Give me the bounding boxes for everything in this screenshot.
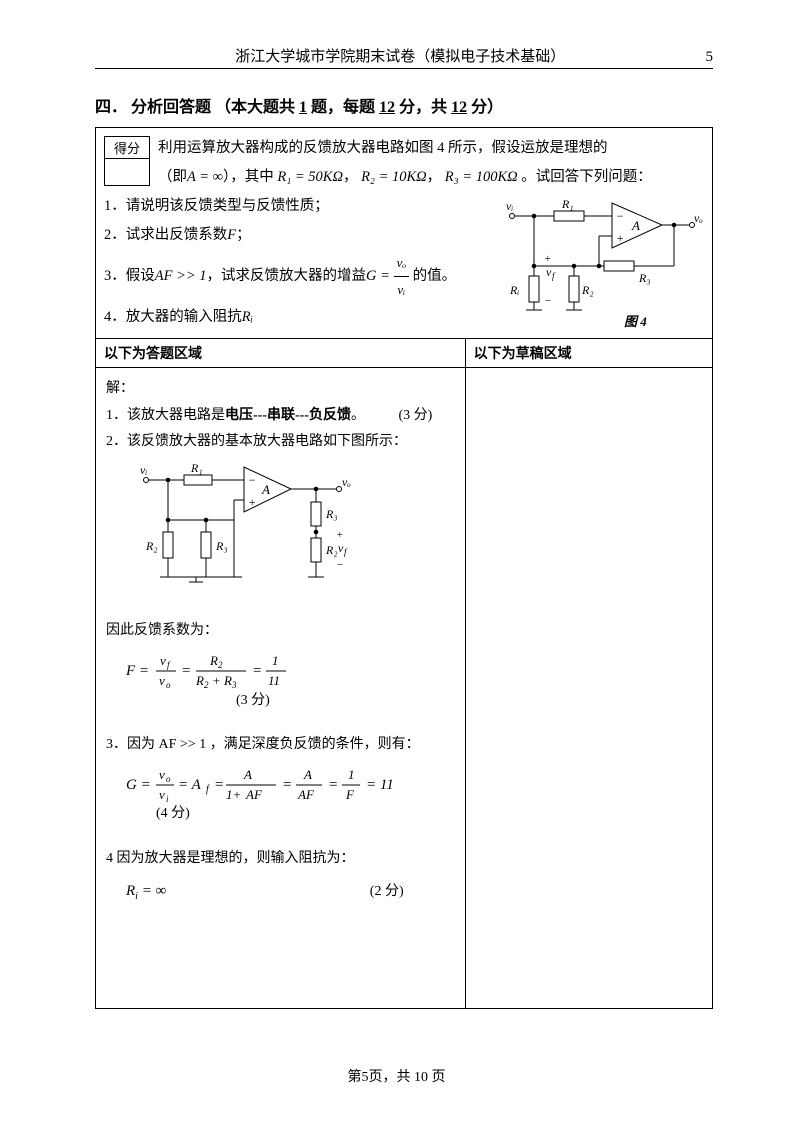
feedback-label: 因此反馈系数为： [106,618,455,645]
score-box: 得分 [104,136,150,186]
figure-4-circuit: vᵢ R₁ − + A vₒ R₃ R₂ Rᵢ + vf − 图 4 [504,198,704,333]
svg-text:R₂: R₂ [145,539,158,553]
svg-text:1: 1 [272,653,279,668]
problem-statement: 得分 利用运算放大器构成的反馈放大器电路如图 4 所示，假设运放是理想的 （即A… [96,128,712,339]
svg-text:A: A [261,482,270,497]
svg-text:v: v [159,673,165,688]
svg-text:R: R [223,673,232,688]
svg-text:2: 2 [204,680,209,690]
page-number-top: 5 [705,49,713,66]
svg-text:R: R [209,653,218,668]
page-header: 浙江大学城市学院期末试卷（模拟电子技术基础） 5 [95,45,713,69]
svg-text:=: = [214,777,224,793]
svg-text:f: f [344,547,348,557]
svg-text:−: − [248,473,256,487]
svg-text:R₃: R₃ [215,539,228,553]
svg-text:1: 1 [348,767,355,782]
svg-text:R₂: R₂ [325,543,338,557]
svg-text:vᵢ: vᵢ [140,463,147,477]
solution-4: 4 因为放大器是理想的，则输入阻抗为： [106,846,455,873]
svg-text:2: 2 [218,660,223,670]
svg-text:F: F [345,787,355,802]
solution-area: 解： 1．该放大器电路是电压---串联---负反馈。 (3 分) 2．该反馈放大… [96,368,466,1008]
svg-text:=: = [282,777,292,793]
svg-text:f: f [167,660,171,670]
section-title: 四． 分析回答题 （本大题共 1 题，每题 12 分，共 12 分） [95,93,713,117]
svg-text:R: R [195,673,204,688]
solution-1: 1．该放大器电路是电压---串联---负反馈。 (3 分) [106,403,455,430]
page-footer: 第5页，共 10 页 [0,1066,793,1086]
svg-text:+: + [336,529,343,541]
solution-circuit: vᵢ R₁ − + A vₒ R₂ R₃ R₃ R₂ + vf − [136,462,416,602]
svg-text:vᵢ: vᵢ [506,199,513,213]
svg-text:R₃: R₃ [638,271,651,285]
svg-text:+: + [616,231,624,245]
area-labels-row: 以下为答题区域 以下为草稿区域 [96,339,712,367]
svg-text:AF: AF [245,787,263,802]
svg-text:A: A [631,218,640,233]
eq-G: G = vo vi = Af = A 1+ AF = A AF [126,763,455,842]
draft-area [466,368,712,1008]
svg-text:=: = [252,663,262,679]
svg-text:=: = [328,777,338,793]
svg-text:+: + [212,673,221,688]
svg-text:R₁: R₁ [190,462,203,475]
svg-text:v: v [160,653,166,668]
svg-text:A: A [303,767,312,782]
svg-text:v: v [159,767,165,782]
svg-text:1+: 1+ [226,787,241,802]
problem-container: 得分 利用运算放大器构成的反馈放大器电路如图 4 所示，假设运放是理想的 （即A… [95,127,713,1009]
draft-area-label: 以下为草稿区域 [466,339,712,367]
svg-text:= 11: = 11 [366,777,394,793]
svg-text:图 4: 图 4 [624,314,647,329]
eq-F: F = vf vo = R2 R2 + R3 = 1 11 [126,649,455,728]
svg-text:o: o [166,680,171,690]
svg-text:+: + [544,253,551,265]
svg-text:v: v [159,787,165,802]
svg-text:f: f [552,271,556,281]
svg-text:R₁: R₁ [561,198,574,211]
svg-text:vₒ: vₒ [342,475,351,489]
solution-jie: 解： [106,376,455,403]
solution-row: 解： 1．该放大器电路是电压---串联---负反馈。 (3 分) 2．该反馈放大… [96,367,712,1008]
svg-text:=: = [181,663,191,679]
svg-text:G =: G = [126,777,151,793]
svg-text:= A: = A [178,777,202,793]
svg-text:vₒ: vₒ [694,211,703,225]
svg-text:AF: AF [297,787,315,802]
solution-3: 3．因为 AF >> 1 ，满足深度负反馈的条件，则有： [106,732,455,759]
svg-text:+: + [248,495,256,509]
svg-text:−: − [544,295,551,307]
svg-text:R₂: R₂ [581,283,594,297]
svg-text:Rᵢ: Rᵢ [509,283,519,297]
solution-2: 2．该反馈放大器的基本放大器电路如下图所示： [106,429,455,456]
svg-text:R₃: R₃ [325,507,338,521]
svg-text:o: o [166,774,171,784]
svg-text:−: − [336,559,343,571]
svg-text:A: A [243,767,252,782]
eq-Ri: Ri = ∞ (2 分) [126,877,455,906]
svg-text:f: f [206,784,210,795]
answer-area-label: 以下为答题区域 [96,339,466,367]
score-blank [105,159,149,185]
header-title: 浙江大学城市学院期末试卷（模拟电子技术基础） [235,45,565,66]
svg-text:−: − [616,209,624,223]
score-label: 得分 [105,137,149,159]
svg-text:11: 11 [268,673,280,688]
svg-text:F =: F = [126,663,149,679]
